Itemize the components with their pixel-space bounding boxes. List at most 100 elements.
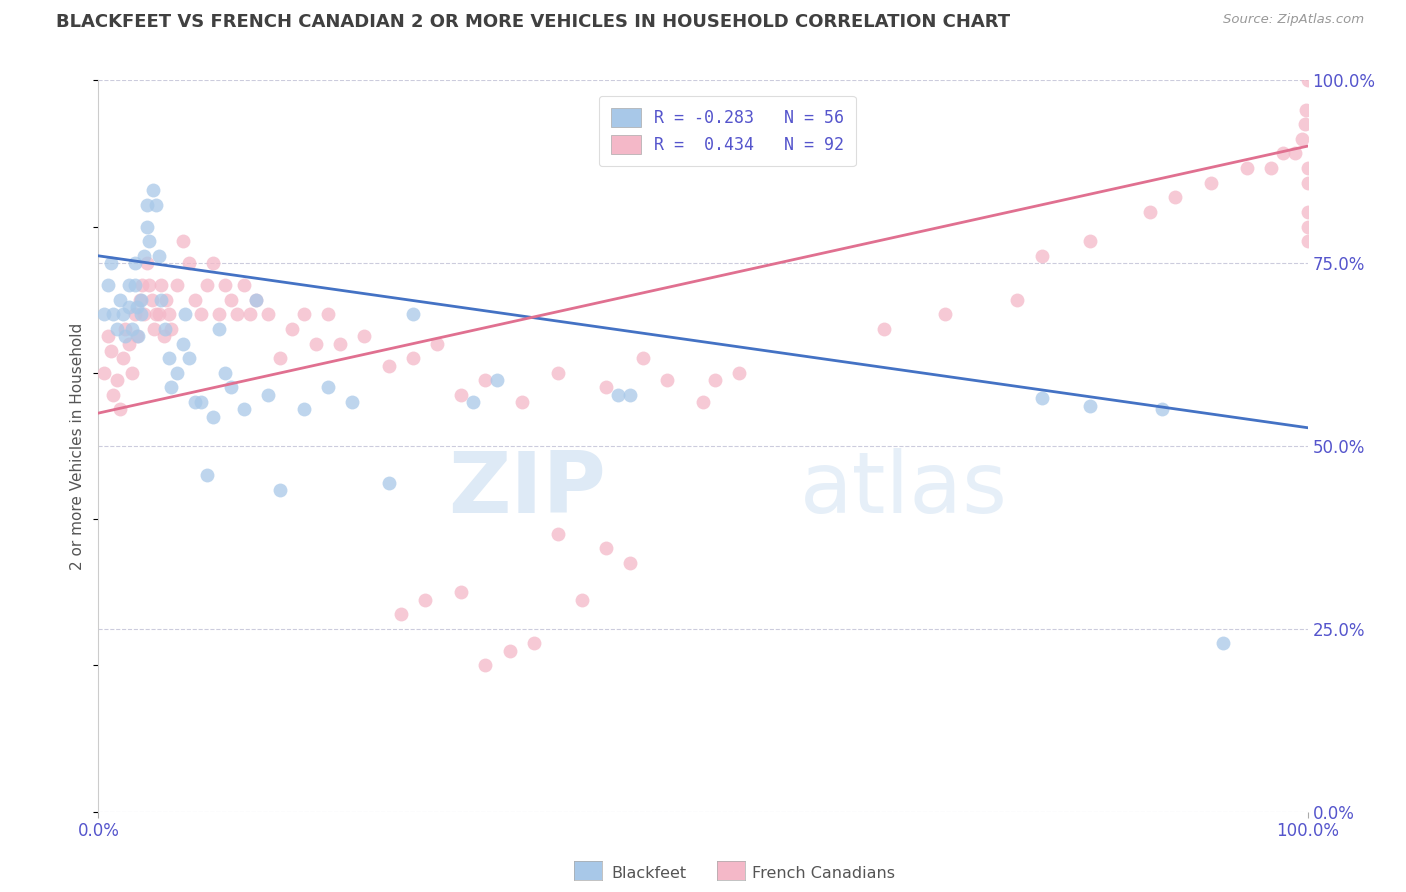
Point — [105, 322, 128, 336]
Point — [1163, 190, 1185, 204]
Point — [1212, 636, 1234, 650]
Point — [292, 307, 315, 321]
Point — [118, 336, 141, 351]
Point — [704, 373, 727, 387]
Point — [195, 468, 218, 483]
Point — [232, 278, 254, 293]
Point — [1284, 146, 1306, 161]
Point — [305, 336, 328, 351]
Point — [190, 395, 212, 409]
Point — [214, 278, 236, 293]
Point — [172, 336, 194, 351]
Point — [121, 322, 143, 336]
Point — [195, 278, 218, 293]
Point — [184, 395, 207, 409]
Point — [256, 388, 278, 402]
Point — [1031, 392, 1053, 406]
Point — [100, 256, 122, 270]
Point — [1296, 205, 1319, 219]
Point — [141, 293, 163, 307]
Point — [134, 249, 156, 263]
Point — [157, 307, 180, 321]
Point — [1007, 293, 1029, 307]
Text: atlas: atlas — [800, 449, 1008, 532]
Point — [1295, 103, 1317, 117]
Point — [486, 373, 509, 387]
Point — [145, 307, 167, 321]
Point — [402, 307, 425, 321]
Point — [619, 388, 641, 402]
Text: Source: ZipAtlas.com: Source: ZipAtlas.com — [1223, 13, 1364, 27]
Point — [100, 343, 122, 358]
Point — [124, 278, 146, 293]
Point — [127, 329, 149, 343]
Point — [377, 359, 399, 373]
Point — [214, 366, 236, 380]
Point — [202, 409, 225, 424]
Point — [1296, 73, 1319, 87]
Point — [353, 329, 375, 343]
Point — [1260, 161, 1282, 175]
Point — [152, 329, 174, 343]
Point — [124, 256, 146, 270]
Point — [129, 307, 152, 321]
Point — [134, 307, 156, 321]
Point — [108, 402, 131, 417]
Point — [150, 293, 173, 307]
Point — [153, 322, 176, 336]
Point — [426, 336, 449, 351]
Point — [631, 351, 654, 366]
Point — [1291, 132, 1313, 146]
Point — [413, 592, 436, 607]
Point — [595, 541, 617, 556]
Point — [114, 329, 136, 343]
Point — [474, 658, 496, 673]
Point — [1296, 219, 1319, 234]
Point — [221, 293, 243, 307]
Point — [108, 293, 131, 307]
Point — [114, 322, 136, 336]
Point — [377, 475, 399, 490]
Point — [226, 307, 249, 321]
Y-axis label: 2 or more Vehicles in Household: 2 or more Vehicles in Household — [70, 322, 86, 570]
Point — [1078, 234, 1101, 248]
Point — [135, 197, 157, 211]
Point — [138, 278, 160, 293]
Text: BLACKFEET VS FRENCH CANADIAN 2 OR MORE VEHICLES IN HOUSEHOLD CORRELATION CHART: BLACKFEET VS FRENCH CANADIAN 2 OR MORE V… — [56, 13, 1011, 31]
Point — [269, 483, 291, 497]
Point — [121, 366, 143, 380]
Point — [1296, 161, 1319, 175]
Point — [208, 307, 231, 321]
Point — [292, 402, 315, 417]
Point — [342, 395, 364, 409]
Point — [127, 329, 149, 343]
Point — [135, 256, 157, 270]
Legend: R = -0.283   N = 56, R =  0.434   N = 92: R = -0.283 N = 56, R = 0.434 N = 92 — [599, 96, 855, 166]
Point — [131, 278, 153, 293]
Point — [101, 388, 124, 402]
Point — [450, 388, 472, 402]
Point — [256, 307, 278, 321]
Point — [1199, 176, 1222, 190]
Point — [1139, 205, 1161, 219]
Point — [728, 366, 751, 380]
Point — [239, 307, 262, 321]
Point — [402, 351, 425, 366]
Point — [174, 307, 197, 321]
Point — [1296, 176, 1319, 190]
Point — [655, 373, 678, 387]
Point — [245, 293, 267, 307]
Point — [208, 322, 231, 336]
Point — [138, 234, 160, 248]
Point — [172, 234, 194, 248]
Point — [128, 293, 150, 307]
Point — [571, 592, 593, 607]
Point — [97, 278, 120, 293]
Point — [179, 351, 201, 366]
Point — [150, 278, 173, 293]
Point — [329, 336, 352, 351]
Point — [142, 183, 165, 197]
Point — [179, 256, 201, 270]
Point — [129, 293, 152, 307]
Point — [523, 636, 546, 650]
